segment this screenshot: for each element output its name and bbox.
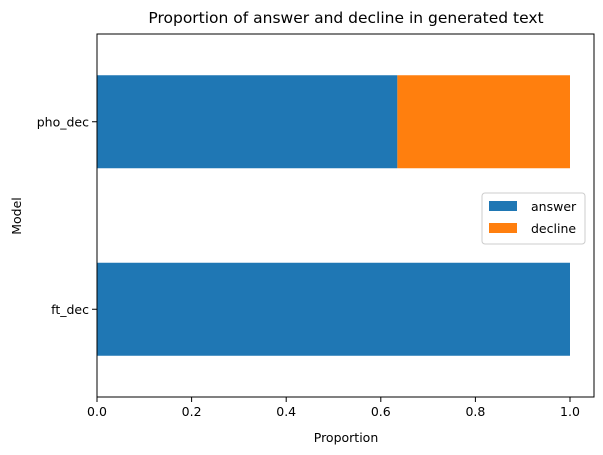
x-tick-label: 1.0: [560, 404, 580, 419]
x-axis-label: Proportion: [314, 430, 379, 445]
x-tick-label: 0.6: [371, 404, 391, 419]
legend-label-decline: decline: [531, 221, 576, 236]
legend: answer decline: [481, 192, 586, 245]
bar-answer-ft_dec: [97, 262, 570, 356]
x-tick-label: 0.4: [276, 404, 296, 419]
y-axis-label: Model: [9, 197, 24, 235]
legend-swatch-answer: [489, 201, 517, 211]
y-tick-label: ft_dec: [51, 302, 89, 317]
chart-title: Proportion of answer and decline in gene…: [148, 9, 543, 27]
legend-swatch-decline: [489, 223, 517, 233]
y-axis: ft_dec pho_dec: [37, 114, 97, 317]
y-tick-label: pho_dec: [37, 114, 89, 129]
bars-group: [97, 75, 570, 356]
legend-label-answer: answer: [531, 199, 577, 214]
x-axis: 0.0 0.2 0.4 0.6 0.8 1.0: [87, 397, 580, 419]
plot-frame: [96, 33, 595, 398]
x-tick-label: 0.2: [182, 404, 202, 419]
bar-decline-pho_dec: [397, 75, 570, 169]
x-tick-label: 0.8: [465, 404, 485, 419]
bar-answer-pho_dec: [97, 75, 398, 169]
x-tick-label: 0.0: [87, 404, 107, 419]
